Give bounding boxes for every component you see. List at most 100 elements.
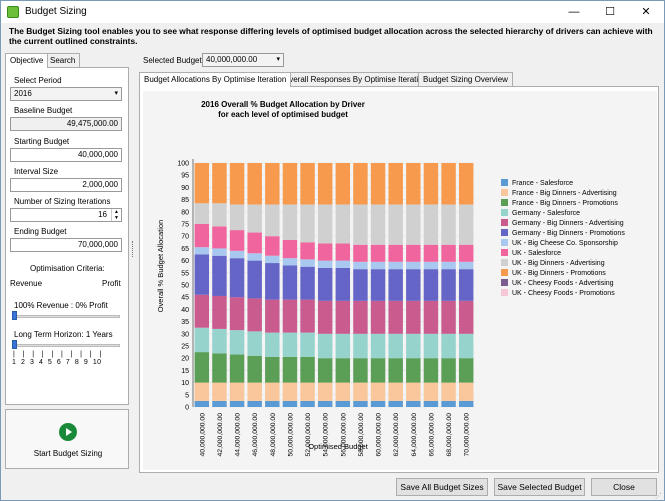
legend-label: Germany - Salesforce bbox=[512, 210, 580, 217]
bar-segment bbox=[282, 204, 298, 240]
bar-segment bbox=[247, 260, 262, 299]
ending-label: Ending Budget bbox=[14, 227, 67, 236]
select-period-value: 2016 bbox=[14, 89, 32, 98]
chevron-down-icon: ▾ bbox=[276, 56, 280, 63]
x-tick-label: 62,000,000.00 bbox=[393, 413, 400, 457]
panel-splitter[interactable] bbox=[132, 241, 135, 257]
bar-segment bbox=[229, 297, 245, 331]
budget-allocation-chart: 2016 Overall % Budget Allocation by Driv… bbox=[156, 100, 625, 457]
iterations-stepper[interactable]: 16 ▲ ▼ bbox=[10, 208, 122, 222]
bar-segment bbox=[353, 358, 368, 383]
legend-swatch bbox=[501, 189, 508, 196]
x-tick-label: 46,000,000.00 bbox=[252, 413, 259, 457]
selected-budget-combo[interactable]: 40,000,000.00 ▾ bbox=[202, 53, 284, 67]
bar-segment bbox=[265, 204, 280, 237]
bar-segment bbox=[335, 260, 351, 268]
bar-segment bbox=[370, 261, 386, 270]
bar-segment bbox=[212, 295, 227, 329]
x-tick-label: 56,000,000.00 bbox=[340, 413, 347, 457]
bar-segment bbox=[194, 254, 210, 295]
bar-segment bbox=[229, 400, 245, 407]
y-tick-label: 5 bbox=[185, 392, 189, 399]
horizon-slider-thumb[interactable] bbox=[12, 340, 17, 349]
legend-swatch bbox=[501, 229, 508, 236]
legend-swatch bbox=[501, 289, 508, 296]
start-button-label: Start Budget Sizing bbox=[33, 449, 103, 458]
close-button[interactable]: Close bbox=[591, 478, 657, 496]
interval-size-input[interactable]: 2,000,000 bbox=[10, 178, 122, 192]
starting-budget-input[interactable]: 40,000,000 bbox=[10, 148, 122, 162]
save-all-budget-sizes-button[interactable]: Save All Budget Sizes bbox=[396, 478, 488, 496]
rev-profit-slider-thumb[interactable] bbox=[12, 311, 17, 320]
x-tick-label: 40,000,000.00 bbox=[199, 413, 206, 457]
horizon-slider[interactable] bbox=[12, 344, 120, 347]
minimize-button[interactable]: — bbox=[568, 6, 580, 18]
tab-overall-responses[interactable]: Overall Responses By Optimise Iteration bbox=[278, 72, 433, 86]
x-tick-label: 66,000,000.00 bbox=[428, 413, 435, 457]
legend-swatch bbox=[501, 279, 508, 286]
bar-segment bbox=[370, 358, 386, 383]
bar-segment bbox=[335, 382, 351, 401]
bar-segment bbox=[247, 204, 262, 233]
start-budget-sizing-button[interactable]: Start Budget Sizing bbox=[5, 409, 129, 469]
bar-segment bbox=[317, 358, 333, 383]
description-text: The Budget Sizing tool enables you to se… bbox=[9, 26, 653, 46]
bar-segment bbox=[388, 163, 403, 205]
bar-segment bbox=[317, 260, 333, 268]
x-axis-label: Optimised Budget bbox=[308, 442, 369, 451]
tab-budget-allocations[interactable]: Budget Allocations By Optimise Iteration bbox=[139, 72, 292, 87]
tab-search[interactable]: Search bbox=[45, 53, 81, 67]
app-icon bbox=[7, 6, 19, 18]
bar-segment bbox=[353, 261, 368, 270]
bar-segment bbox=[265, 263, 280, 300]
spin-arrows-icon[interactable]: ▲ ▼ bbox=[111, 209, 121, 221]
y-tick-label: 85 bbox=[181, 197, 189, 204]
x-tick-label: 44,000,000.00 bbox=[235, 413, 242, 457]
bar-segment bbox=[441, 382, 456, 401]
optimisation-criteria-label: Optimisation Criteria: bbox=[30, 264, 105, 273]
legend-label: UK - Big Dinners - Advertising bbox=[512, 260, 605, 267]
tab-objective[interactable]: Objective bbox=[5, 53, 49, 68]
bar-segment bbox=[353, 269, 368, 301]
save-selected-budget-button[interactable]: Save Selected Budget bbox=[494, 478, 585, 496]
legend-swatch bbox=[501, 179, 508, 186]
bar-segment bbox=[247, 331, 262, 356]
bar-segment bbox=[300, 204, 315, 243]
bar-segment bbox=[406, 269, 421, 301]
bar-segment bbox=[265, 299, 280, 333]
bar-segment bbox=[212, 382, 227, 401]
close-window-button[interactable]: ✕ bbox=[641, 6, 651, 18]
window-title: Budget Sizing bbox=[25, 6, 87, 17]
bar-segment bbox=[335, 333, 351, 359]
bar-segment bbox=[423, 163, 439, 205]
y-tick-label: 30 bbox=[181, 331, 189, 338]
main-area: Selected Budget 40,000,000.00 ▾ Budget A… bbox=[135, 53, 661, 473]
y-tick-label: 100 bbox=[177, 161, 189, 168]
bar-segment bbox=[212, 400, 227, 407]
bar-segment bbox=[353, 204, 368, 245]
bar-segment bbox=[300, 163, 315, 205]
rev-profit-slider[interactable] bbox=[12, 315, 120, 318]
legend-label: France - Salesforce bbox=[512, 180, 573, 187]
bar-segment bbox=[441, 163, 456, 205]
bar-segment bbox=[282, 400, 298, 407]
bar-segment bbox=[300, 356, 315, 383]
bar-segment bbox=[317, 400, 333, 407]
bar-segment bbox=[247, 382, 262, 401]
bar-segment bbox=[388, 400, 403, 407]
resize-grip-icon[interactable]: ⋰ bbox=[655, 493, 662, 500]
select-period-combo[interactable]: 2016 ▾ bbox=[10, 87, 122, 101]
bar-segment bbox=[194, 352, 210, 383]
bar-segment bbox=[282, 239, 298, 259]
tab-budget-sizing-overview[interactable]: Budget Sizing Overview bbox=[418, 72, 513, 86]
x-tick-label: 50,000,000.00 bbox=[287, 413, 294, 457]
bar-segment bbox=[194, 224, 210, 248]
bar-segment bbox=[458, 358, 474, 383]
bar-segment bbox=[265, 400, 280, 407]
bottom-bar: Save All Budget Sizes Save Selected Budg… bbox=[1, 477, 664, 501]
ending-budget-input[interactable]: 70,000,000 bbox=[10, 238, 122, 252]
bar-segment bbox=[370, 400, 386, 407]
title-bar: Budget Sizing — ☐ ✕ bbox=[1, 1, 664, 23]
maximize-button[interactable]: ☐ bbox=[605, 6, 615, 18]
